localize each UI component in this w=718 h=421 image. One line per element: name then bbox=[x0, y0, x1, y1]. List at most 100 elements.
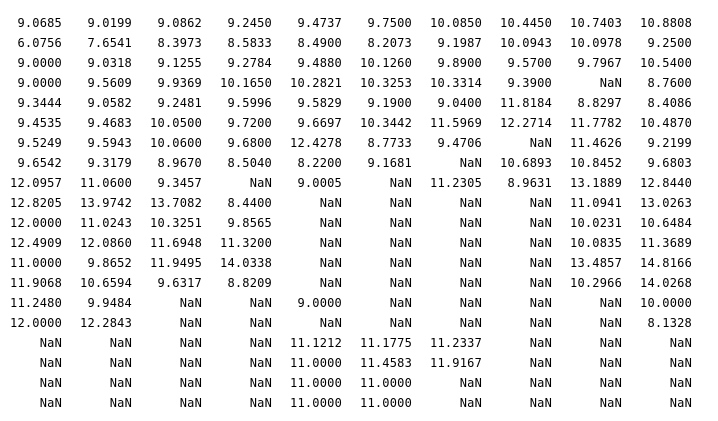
matrix-cell: NaN bbox=[319, 276, 342, 290]
matrix-cell: 11.9068 bbox=[10, 276, 62, 290]
matrix-row: 6.0756 7.6541 8.3973 8.5833 8.4900 8.2073 9.19… bbox=[0, 33, 692, 53]
matrix-cell: 9.5996 bbox=[227, 96, 272, 110]
matrix-cell: 10.2966 bbox=[570, 276, 622, 290]
matrix-cell: 9.5700 bbox=[507, 56, 552, 70]
matrix-cell: 9.4535 bbox=[17, 116, 62, 130]
matrix-cell: 10.0943 bbox=[500, 36, 552, 50]
matrix-cell: NaN bbox=[459, 276, 482, 290]
matrix-cell: 10.3253 bbox=[360, 76, 412, 90]
matrix-cell: NaN bbox=[249, 296, 272, 310]
matrix-cell: NaN bbox=[249, 376, 272, 390]
matrix-cell: NaN bbox=[599, 296, 622, 310]
matrix-cell: 10.4870 bbox=[640, 116, 692, 130]
matrix-cell: 12.8440 bbox=[640, 176, 692, 190]
matrix-cell: NaN bbox=[529, 316, 552, 330]
matrix-row: NaN NaN NaN NaN 11.0000 11.0000 NaN NaN NaN NaN bbox=[0, 373, 692, 393]
matrix-cell: NaN bbox=[249, 356, 272, 370]
matrix-cell: NaN bbox=[529, 296, 552, 310]
matrix-cell: 11.1775 bbox=[360, 336, 412, 350]
matrix-cell: 13.4857 bbox=[570, 256, 622, 270]
matrix-cell: NaN bbox=[179, 316, 202, 330]
matrix-cell: 9.6697 bbox=[297, 116, 342, 130]
matrix-cell: 10.0978 bbox=[570, 36, 622, 50]
matrix-cell: 10.0600 bbox=[150, 136, 202, 150]
matrix-cell: 10.0231 bbox=[570, 216, 622, 230]
matrix-cell: 8.8209 bbox=[227, 276, 272, 290]
matrix-cell: 9.0005 bbox=[297, 176, 342, 190]
matrix-cell: 11.1212 bbox=[290, 336, 342, 350]
matrix-cell: 9.7200 bbox=[227, 116, 272, 130]
matrix-cell: 9.5829 bbox=[297, 96, 342, 110]
matrix-cell: NaN bbox=[459, 256, 482, 270]
matrix-cell: 9.2199 bbox=[647, 136, 692, 150]
matrix-cell: NaN bbox=[529, 136, 552, 150]
matrix-cell: NaN bbox=[179, 396, 202, 410]
matrix-cell: 8.5833 bbox=[227, 36, 272, 50]
matrix-cell: 11.6948 bbox=[150, 236, 202, 250]
matrix-cell: 8.2073 bbox=[367, 36, 412, 50]
matrix-cell: NaN bbox=[529, 336, 552, 350]
matrix-output: 9.0685 9.0199 9.0862 9.2450 9.4737 9.7500 10.0… bbox=[0, 13, 692, 413]
matrix-cell: NaN bbox=[459, 396, 482, 410]
matrix-cell: 10.2821 bbox=[290, 76, 342, 90]
matrix-cell: NaN bbox=[459, 376, 482, 390]
matrix-cell: NaN bbox=[389, 236, 412, 250]
matrix-cell: NaN bbox=[39, 356, 62, 370]
matrix-cell: NaN bbox=[179, 376, 202, 390]
matrix-cell: NaN bbox=[529, 396, 552, 410]
matrix-cell: NaN bbox=[39, 376, 62, 390]
matrix-cell: 8.5040 bbox=[227, 156, 272, 170]
matrix-row: 12.0000 12.2843 NaN NaN NaN NaN NaN NaN NaN 8.132… bbox=[0, 313, 692, 333]
matrix-cell: 10.6594 bbox=[80, 276, 132, 290]
matrix-cell: 11.0000 bbox=[290, 376, 342, 390]
matrix-cell: NaN bbox=[179, 336, 202, 350]
matrix-cell: 8.1328 bbox=[647, 316, 692, 330]
matrix-cell: 9.6800 bbox=[227, 136, 272, 150]
matrix-cell: 9.0318 bbox=[87, 56, 132, 70]
matrix-cell: 6.0756 bbox=[17, 36, 62, 50]
matrix-cell: NaN bbox=[249, 176, 272, 190]
matrix-cell: 9.2481 bbox=[157, 96, 202, 110]
matrix-cell: 10.0835 bbox=[570, 236, 622, 250]
matrix-row: 9.0685 9.0199 9.0862 9.2450 9.4737 9.7500 10.0… bbox=[0, 13, 692, 33]
matrix-cell: 9.5943 bbox=[87, 136, 132, 150]
matrix-cell: 10.8452 bbox=[570, 156, 622, 170]
matrix-row: 9.3444 9.0582 9.2481 9.5996 9.5829 9.1900 9.04… bbox=[0, 93, 692, 113]
matrix-cell: NaN bbox=[669, 336, 692, 350]
matrix-cell: NaN bbox=[389, 296, 412, 310]
matrix-cell: 9.8652 bbox=[87, 256, 132, 270]
matrix-cell: NaN bbox=[529, 356, 552, 370]
matrix-cell: 14.0338 bbox=[220, 256, 272, 270]
matrix-cell: NaN bbox=[109, 376, 132, 390]
matrix-cell: NaN bbox=[529, 236, 552, 250]
matrix-cell: 8.2200 bbox=[297, 156, 342, 170]
matrix-cell: 9.4683 bbox=[87, 116, 132, 130]
matrix-cell: 11.2337 bbox=[430, 336, 482, 350]
matrix-cell: NaN bbox=[529, 216, 552, 230]
matrix-cell: NaN bbox=[599, 76, 622, 90]
matrix-cell: 14.0268 bbox=[640, 276, 692, 290]
matrix-cell: 12.0000 bbox=[10, 316, 62, 330]
matrix-cell: NaN bbox=[599, 336, 622, 350]
matrix-cell: NaN bbox=[389, 216, 412, 230]
matrix-cell: NaN bbox=[319, 256, 342, 270]
matrix-cell: 13.7082 bbox=[150, 196, 202, 210]
matrix-row: 11.2480 9.9484 NaN NaN 9.0000 NaN NaN NaN NaN 10.… bbox=[0, 293, 692, 313]
matrix-cell: 10.0850 bbox=[430, 16, 482, 30]
matrix-cell: 11.0000 bbox=[290, 396, 342, 410]
matrix-cell: NaN bbox=[459, 156, 482, 170]
matrix-cell: NaN bbox=[669, 356, 692, 370]
matrix-cell: 13.0263 bbox=[640, 196, 692, 210]
matrix-cell: 9.5609 bbox=[87, 76, 132, 90]
matrix-row: 9.4535 9.4683 10.0500 9.7200 9.6697 10.3442 11… bbox=[0, 113, 692, 133]
matrix-cell: 11.0243 bbox=[80, 216, 132, 230]
matrix-cell: 12.0957 bbox=[10, 176, 62, 190]
matrix-cell: 9.4880 bbox=[297, 56, 342, 70]
matrix-cell: NaN bbox=[389, 316, 412, 330]
matrix-cell: 10.4450 bbox=[500, 16, 552, 30]
matrix-row: 9.0000 9.5609 9.9369 10.1650 10.2821 10.3253 1… bbox=[0, 73, 692, 93]
matrix-cell: NaN bbox=[599, 316, 622, 330]
matrix-cell: NaN bbox=[599, 376, 622, 390]
matrix-row: 12.0000 11.0243 10.3251 9.8565 NaN NaN NaN NaN 1… bbox=[0, 213, 692, 233]
matrix-cell: 9.2784 bbox=[227, 56, 272, 70]
